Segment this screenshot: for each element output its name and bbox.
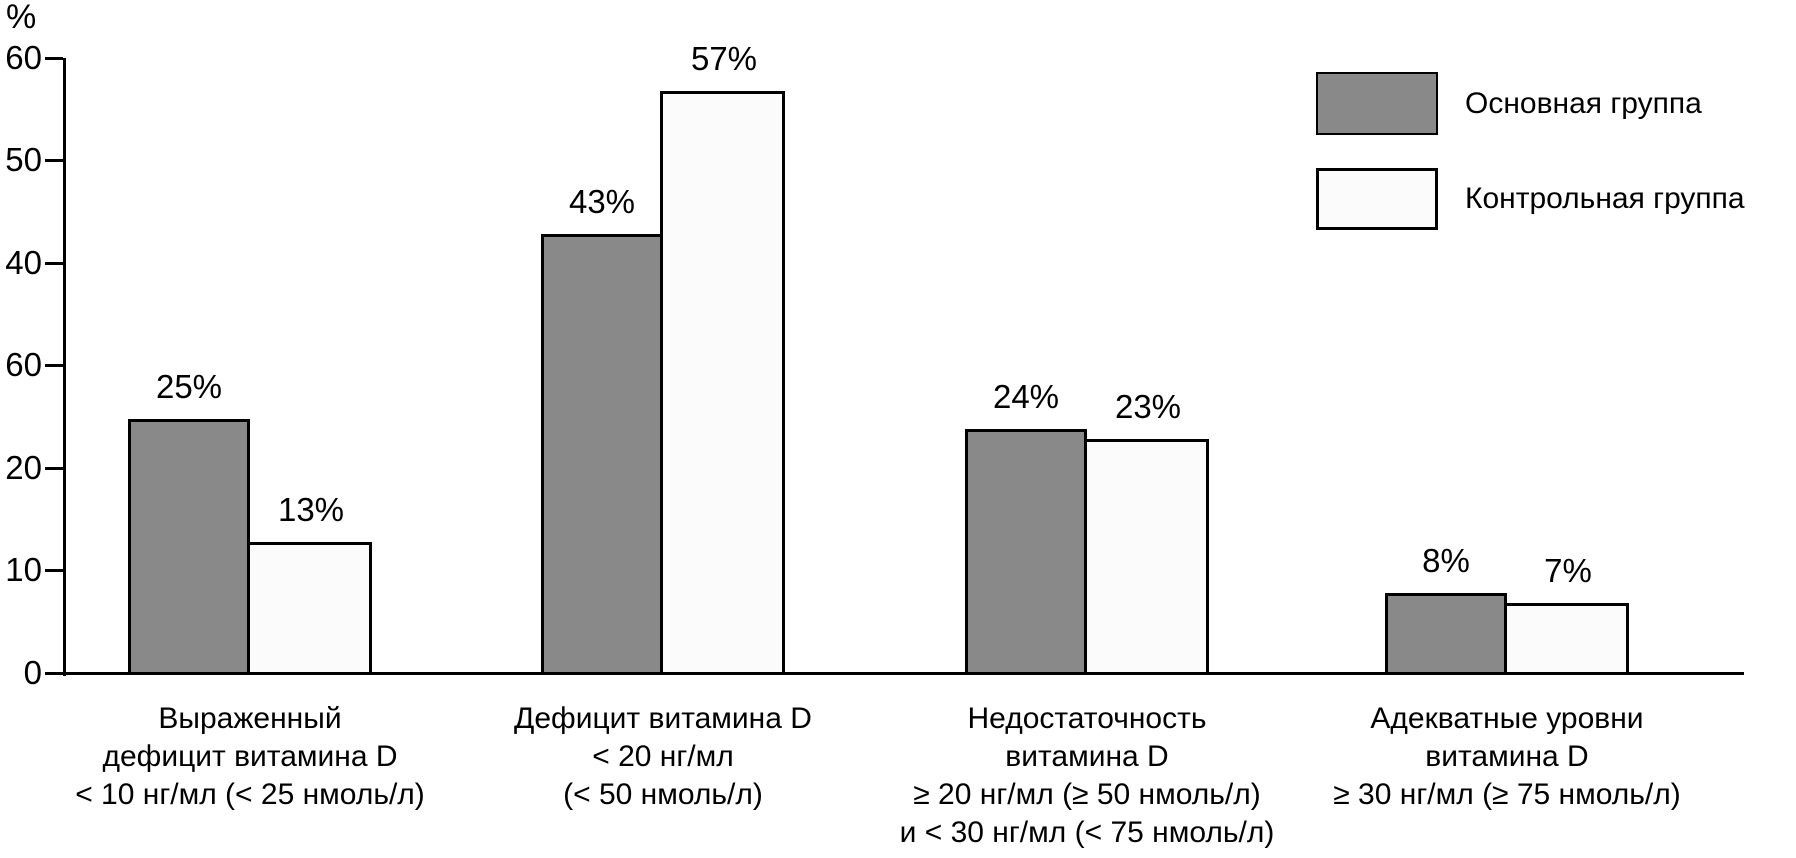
bar-main-group [965, 429, 1087, 675]
category-label: Недостаточность витамина D ≥ 20 нг/мл (≥… [899, 702, 1275, 849]
y-tick-label: 60 [5, 346, 42, 383]
bar-control-group [1504, 603, 1629, 675]
y-tick-mark [45, 672, 63, 675]
x-axis-line [45, 672, 1744, 675]
y-axis-line [63, 58, 66, 676]
y-tick-label: 20 [5, 449, 42, 486]
y-tick-mark [45, 364, 63, 367]
bar-value-label: 23% [1114, 388, 1182, 425]
bar-main-group [541, 234, 663, 675]
bar-value-label: 7% [1544, 552, 1592, 589]
y-tick-label: 10 [5, 551, 42, 588]
bar-value-label: 25% [155, 368, 223, 405]
y-tick-label: 50 [5, 141, 42, 178]
y-axis-unit-label: % [6, 0, 37, 36]
bar-value-label: 8% [1422, 542, 1470, 579]
legend-label: Контрольная группа [1465, 182, 1745, 215]
category-label: Дефицит витамина D < 20 нг/мл (< 50 нмол… [514, 702, 812, 811]
legend-swatch-main-group [1316, 72, 1438, 135]
y-tick-label: 0 [23, 654, 42, 691]
bar-control-group [660, 91, 785, 675]
bar-value-label: 24% [992, 378, 1060, 415]
bar-control-group [247, 542, 372, 675]
y-tick-mark [45, 57, 63, 60]
y-tick-label: 40 [5, 244, 42, 281]
category-label: Адекватные уровни витамина D ≥ 30 нг/мл … [1333, 702, 1681, 811]
legend-label: Основная группа [1465, 87, 1702, 120]
legend-swatch-control-group [1316, 168, 1438, 230]
bar-main-group [1385, 593, 1507, 675]
category-label: Выраженный дефицит витамина D < 10 нг/мл… [75, 702, 425, 811]
bar-control-group [1084, 439, 1209, 675]
bar-value-label: 57% [690, 40, 758, 77]
legend: Основная группа Контрольная группа [1316, 72, 1796, 302]
y-tick-mark [45, 467, 63, 470]
y-tick-label: 60 [5, 39, 42, 76]
bar-main-group [128, 419, 250, 675]
y-tick-mark [45, 569, 63, 572]
y-tick-mark [45, 159, 63, 162]
bar-value-label: 13% [277, 491, 345, 528]
y-tick-mark [45, 262, 63, 265]
bar-value-label: 43% [568, 183, 636, 220]
